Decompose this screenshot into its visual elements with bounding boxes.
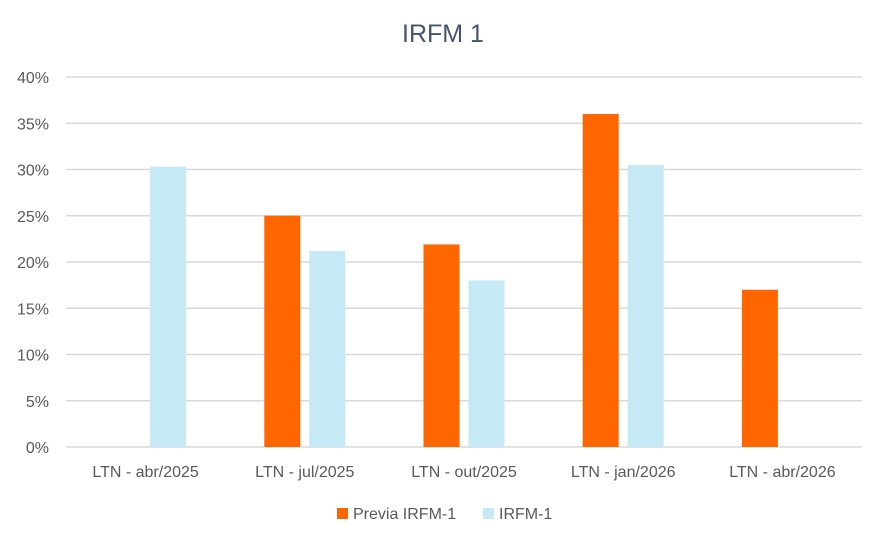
legend: Previa IRFM-1 IRFM-1 xyxy=(337,506,552,523)
legend-swatch xyxy=(483,508,494,519)
y-tick-label: 25% xyxy=(17,209,49,226)
y-tick-label: 30% xyxy=(17,163,49,180)
chart-title: IRFM 1 xyxy=(402,20,484,48)
bars xyxy=(150,114,778,447)
y-tick-label: 0% xyxy=(26,440,49,457)
legend-item: Previa IRFM-1 xyxy=(337,506,456,523)
legend-label: Previa IRFM-1 xyxy=(353,506,456,523)
x-category-label: LTN - jan/2026 xyxy=(571,464,676,481)
x-axis-category-labels: LTN - abr/2025 LTN - jul/2025 LTN - out/20… xyxy=(92,464,835,481)
bar-irfm-1-0 xyxy=(150,166,187,447)
x-category-label: LTN - abr/2025 xyxy=(92,464,199,481)
x-category-label: LTN - abr/2026 xyxy=(729,464,836,481)
bar-previa-irfm-1-2 xyxy=(423,244,460,447)
gridlines xyxy=(66,76,862,448)
bar-previa-irfm-1-3 xyxy=(582,114,619,447)
y-tick-label: 20% xyxy=(17,255,49,272)
bar-previa-irfm-1-1 xyxy=(264,215,301,447)
y-tick-label: 10% xyxy=(17,348,49,365)
y-tick-label: 15% xyxy=(17,301,49,318)
legend-label: IRFM-1 xyxy=(499,506,552,523)
bar-irfm-1-3 xyxy=(627,164,664,447)
y-axis-tick-labels: 0% 5% 10% 15% 20% 25% 30% 35% 40% xyxy=(17,70,49,457)
legend-item: IRFM-1 xyxy=(483,506,552,523)
bar-irfm-1-1 xyxy=(309,250,346,447)
y-tick-label: 40% xyxy=(17,70,49,87)
bar-irfm-1-2 xyxy=(468,280,505,447)
bar-previa-irfm-1-4 xyxy=(741,289,778,447)
y-tick-label: 35% xyxy=(17,116,49,133)
y-tick-label: 5% xyxy=(26,394,49,411)
x-category-label: LTN - out/2025 xyxy=(411,464,517,481)
legend-swatch xyxy=(337,508,348,519)
x-category-label: LTN - jul/2025 xyxy=(255,464,354,481)
